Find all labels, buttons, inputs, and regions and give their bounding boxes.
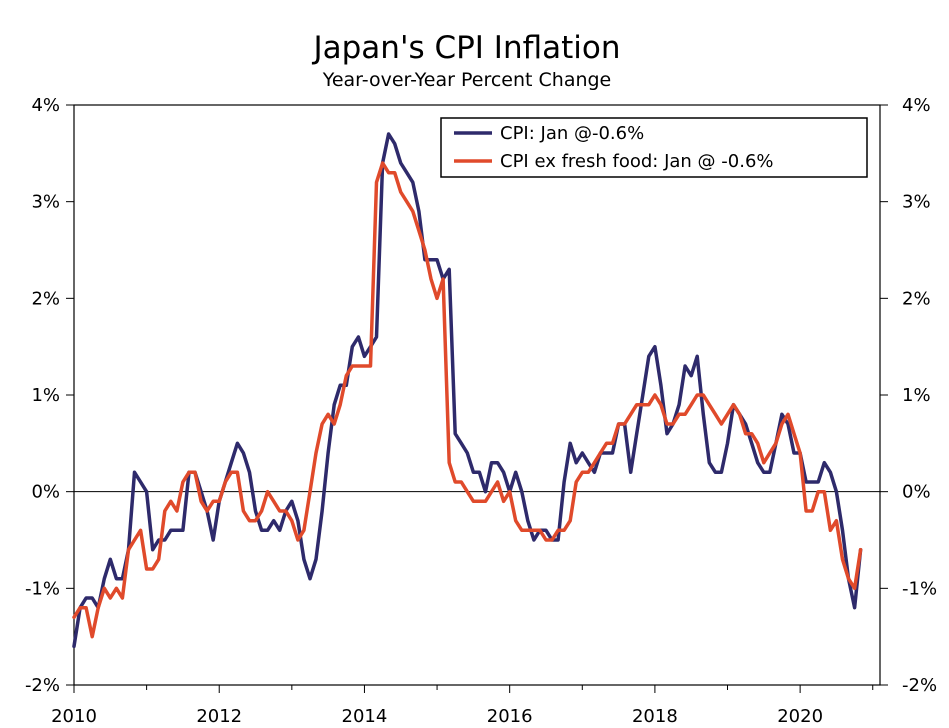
y-tick-label-right: 0% <box>902 482 931 503</box>
x-tick-label: 2016 <box>487 706 533 727</box>
x-tick-label: 2020 <box>777 706 823 727</box>
y-tick-label-left: 3% <box>31 192 60 213</box>
y-tick-label-right: -1% <box>902 578 937 599</box>
legend: CPI: Jan @-0.6% CPI ex fresh food: Jan @… <box>440 117 868 178</box>
series-group <box>72 132 863 649</box>
axes: -2% -2% -1% -1% 0% 0% 1% 1% 2% 2% 3% 3% 4% 4% 2010 2012… <box>25 95 937 727</box>
y-tick-label-left: -2% <box>25 675 60 696</box>
series-line-cpi-ex-fresh-food <box>72 161 863 639</box>
y-tick-label-right: 4% <box>902 95 931 116</box>
y-tick-label-left: 1% <box>31 385 60 406</box>
series-line-cpi <box>72 132 863 649</box>
x-tick-label: 2018 <box>632 706 678 727</box>
plot-frame <box>73 104 881 686</box>
legend-label-cpi-ex-fresh-food: CPI ex fresh food: Jan @ -0.6% <box>500 151 774 172</box>
y-tick-label-left: -1% <box>25 578 60 599</box>
y-tick-label-left: 4% <box>31 95 60 116</box>
chart-subtitle: Year-over-Year Percent Change <box>322 69 612 91</box>
legend-box <box>440 117 868 178</box>
chart-title: Japan's CPI Inflation <box>311 30 620 66</box>
y-tick-label-left: 0% <box>31 482 60 503</box>
y-tick-label-right: 2% <box>902 288 931 309</box>
y-tick-label-right: 3% <box>902 192 931 213</box>
y-tick-label-right: -2% <box>902 675 937 696</box>
y-tick-label-right: 1% <box>902 385 931 406</box>
legend-label-cpi: CPI: Jan @-0.6% <box>500 123 644 144</box>
x-tick-label: 2010 <box>51 706 97 727</box>
x-tick-label: 2014 <box>342 706 388 727</box>
x-tick-label: 2012 <box>196 706 242 727</box>
y-tick-label-left: 2% <box>31 288 60 309</box>
